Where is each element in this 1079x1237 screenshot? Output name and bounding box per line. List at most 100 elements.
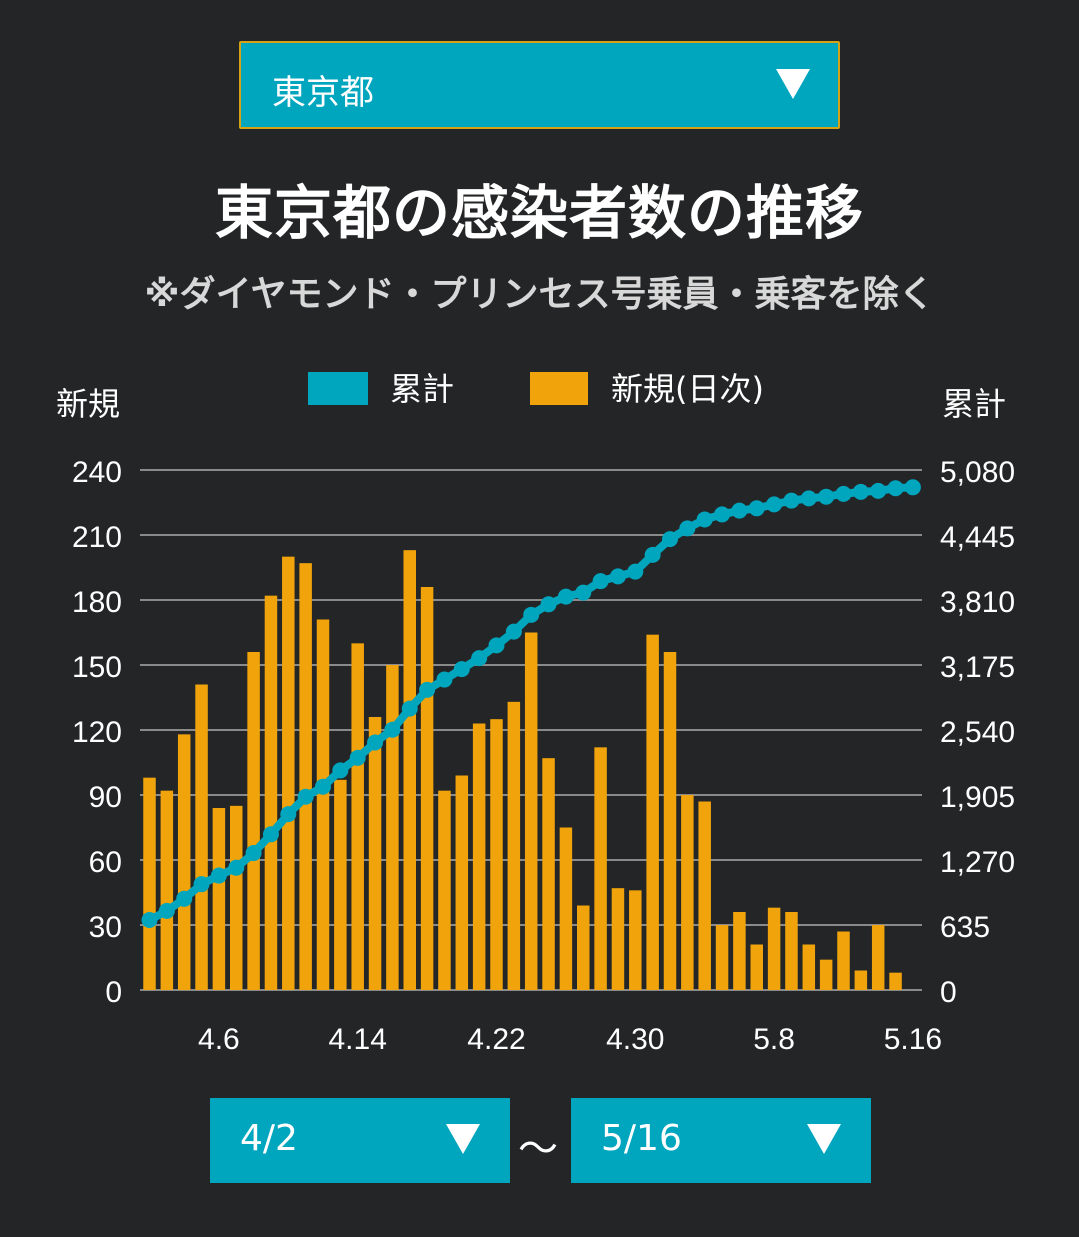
bar — [195, 684, 208, 990]
end-date-select[interactable]: 5/16 — [571, 1098, 871, 1183]
dropdown-triangle-icon — [446, 1124, 480, 1154]
bar — [438, 790, 451, 990]
cumulative-point — [904, 479, 921, 496]
bar — [230, 805, 243, 990]
right-tick-label: 1,270 — [940, 846, 1015, 879]
cumulative-point — [297, 788, 314, 805]
bar — [386, 665, 399, 990]
bar — [247, 652, 260, 990]
bar — [785, 912, 798, 990]
bar — [368, 717, 382, 990]
cumulative-point — [367, 734, 384, 751]
cumulative-point — [679, 520, 696, 537]
cumulative-point — [540, 596, 557, 613]
cumulative-point — [245, 845, 262, 862]
left-tick-label: 60 — [89, 846, 122, 879]
date-range-separator: ～ — [518, 1126, 558, 1172]
bar — [507, 701, 521, 990]
right-tick-label: 5,080 — [940, 456, 1015, 489]
cumulative-point — [627, 563, 644, 580]
cumulative-point — [662, 531, 678, 548]
left-tick-label: 120 — [72, 716, 122, 749]
cumulative-point — [766, 496, 783, 513]
bar — [212, 808, 226, 990]
bar — [472, 723, 486, 990]
cumulative-point — [158, 902, 175, 919]
new-cases-bars — [143, 550, 902, 990]
bar — [681, 795, 694, 990]
end-date-value: 5/16 — [601, 1118, 682, 1159]
start-date-value: 4/2 — [240, 1118, 298, 1159]
cumulative-point — [228, 859, 245, 876]
cumulative-point — [523, 606, 540, 623]
cumulative-point — [609, 568, 626, 585]
x-tick-label: 4.6 — [198, 1023, 240, 1056]
cumulative-point — [505, 623, 522, 640]
cumulative-line — [141, 479, 921, 928]
bar — [160, 790, 174, 990]
right-tick-label: 4,445 — [940, 521, 1015, 554]
bar — [594, 747, 607, 990]
axis-labels: 0 0 30 635 60 1,270 90 1,905 120 2,540 150 3,175 180… — [56, 385, 1015, 1056]
bar — [611, 888, 625, 990]
bar — [524, 632, 538, 990]
left-tick-label: 240 — [72, 456, 122, 489]
cumulative-point — [280, 806, 297, 823]
left-tick-label: 210 — [72, 521, 122, 554]
cumulative-point — [852, 483, 869, 500]
right-tick-label: 0 — [940, 976, 957, 1009]
right-tick-label: 635 — [940, 911, 990, 944]
cumulative-point — [696, 511, 713, 528]
bar — [629, 890, 642, 990]
bar — [420, 587, 434, 990]
cumulative-point — [557, 588, 574, 605]
cumulative-point — [800, 490, 817, 507]
bar — [334, 779, 347, 990]
right-tick-label: 1,905 — [940, 781, 1015, 814]
cumulative-point — [349, 749, 366, 766]
right-tick-label: 3,810 — [940, 586, 1015, 619]
dropdown-triangle-icon — [776, 69, 810, 99]
cumulative-point — [818, 488, 835, 505]
left-tick-label: 0 — [105, 976, 122, 1009]
cumulative-point — [783, 492, 800, 509]
chart-subtitle: ※ダイヤモンド・プリンセス号乗員・乗客を除く — [144, 274, 935, 315]
cumulative-point — [714, 506, 731, 523]
bar — [733, 912, 746, 990]
cumulative-point — [575, 584, 592, 601]
bar — [889, 972, 902, 990]
region-select[interactable]: 東京都 — [239, 41, 840, 129]
bar — [143, 777, 156, 990]
cumulative-point — [592, 573, 609, 590]
bar — [663, 652, 677, 990]
bar — [715, 925, 729, 990]
bar — [177, 734, 191, 990]
region-select-value: 東京都 — [272, 73, 374, 113]
start-date-select[interactable]: 4/2 — [210, 1098, 510, 1183]
cumulative-point — [471, 650, 488, 667]
cumulative-point — [644, 546, 661, 563]
cumulative-point — [835, 485, 852, 502]
legend-swatch-new — [530, 372, 588, 405]
bar — [282, 556, 295, 990]
x-tick-label: 5.8 — [753, 1023, 795, 1056]
cumulative-point — [401, 700, 418, 717]
bar — [802, 944, 816, 990]
legend-swatch-cumulative — [308, 372, 368, 405]
right-tick-label: 3,175 — [940, 651, 1015, 684]
left-tick-label: 180 — [72, 586, 122, 619]
bar — [646, 634, 659, 990]
bar — [698, 801, 711, 990]
legend-label-cumulative: 累計 — [390, 370, 454, 408]
left-axis-label: 新規 — [56, 385, 120, 423]
right-tick-label: 2,540 — [940, 716, 1015, 749]
bar — [455, 775, 469, 990]
bar — [490, 719, 503, 990]
bar — [264, 595, 278, 990]
left-tick-label: 150 — [72, 651, 122, 684]
bar — [750, 944, 763, 990]
cumulative-point — [141, 911, 158, 928]
cumulative-point — [870, 482, 887, 499]
cumulative-point — [731, 502, 748, 519]
